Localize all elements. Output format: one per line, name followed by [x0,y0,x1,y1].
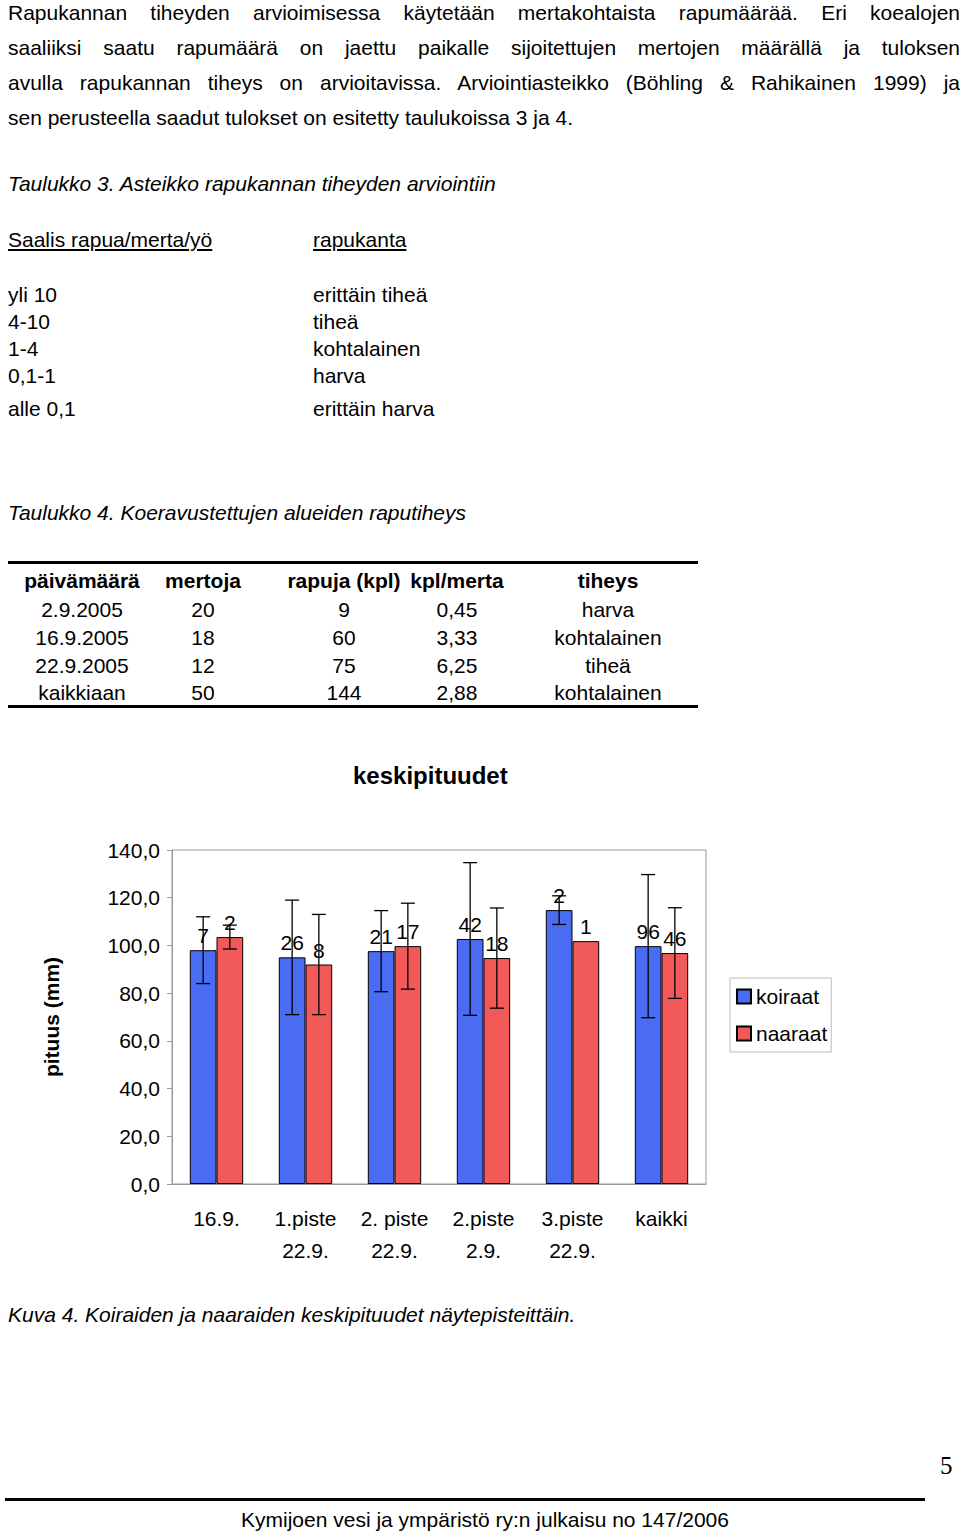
html-text:päivämäärä: päivämäärä [24,569,140,592]
svg-text:26: 26 [280,931,304,955]
svg-text:22.9.: 22.9. [282,1239,329,1262]
html-text:50: 50 [191,681,215,704]
svg-text:0,0: 0,0 [131,1173,160,1196]
svg-text:96: 96 [636,920,660,944]
html-text:2.9.2005: 2.9.2005 [41,598,123,621]
html-text:9: 9 [338,598,350,621]
svg-text:100,0: 100,0 [107,934,160,957]
html-text:16.9.2005: 16.9.2005 [35,626,129,649]
svg-text:2: 2 [224,911,236,935]
html-text:Kuva 4. Koiraiden ja naaraiden: Kuva 4. Koiraiden ja naaraiden keskipitu… [8,1303,576,1326]
html-text:saaliiksi saatu rapumäärä on j: saaliiksi saatu rapumäärä on jaettu paik… [8,36,960,59]
svg-text:60,0: 60,0 [119,1029,160,1052]
html-text:144: 144 [326,681,362,704]
html-text:kohtalainen: kohtalainen [554,681,662,704]
html-text:Taulukko 3. Asteikko rapukanna: Taulukko 3. Asteikko rapukannan tiheyden… [8,172,496,195]
svg-text:naaraat: naaraat [756,1022,827,1045]
svg-text:120,0: 120,0 [107,886,160,909]
html-text:3,33: 3,33 [436,626,478,649]
html-text:5: 5 [940,1452,953,1479]
svg-text:koiraat: koiraat [756,985,819,1008]
html-text:yli 10: yli 10 [8,283,57,306]
svg-text:pituus (mm): pituus (mm) [40,957,63,1077]
html-text:erittäin tiheä: erittäin tiheä [313,283,428,306]
html-text:sen perusteella saadut tulokse: sen perusteella saadut tulokset on esite… [8,106,573,129]
svg-text:140,0: 140,0 [107,839,160,862]
svg-text:1: 1 [580,915,592,938]
html-text:6,25: 6,25 [436,654,478,677]
svg-text:46: 46 [663,927,687,951]
svg-text:2.9.: 2.9. [466,1239,501,1262]
html-text:20: 20 [191,598,215,621]
html-text:75: 75 [332,654,356,677]
html-text:Rapukannan tiheyden arvioimise: Rapukannan tiheyden arvioimisessa käytet… [8,1,960,24]
html-text:12: 12 [191,654,215,677]
svg-text:16.9.: 16.9. [193,1207,240,1230]
svg-text:21: 21 [369,925,393,949]
html-text:harva: harva [581,598,635,621]
svg-text:42: 42 [458,913,482,936]
svg-text:80,0: 80,0 [119,982,160,1005]
html-text:4-10: 4-10 [8,310,50,333]
svg-text:7: 7 [197,924,209,948]
html-text:kaikkiaan: kaikkiaan [38,681,126,704]
html-text:tiheys: tiheys [577,569,639,592]
svg-text:20,0: 20,0 [119,1125,160,1148]
html-text:harva: harva [313,364,366,387]
svg-text:2.piste: 2.piste [453,1207,515,1230]
html-text:kohtalainen: kohtalainen [313,337,421,360]
html-text:Kymijoen vesi ja ympäristö ry:: Kymijoen vesi ja ympäristö ry:n julkaisu… [241,1508,729,1531]
svg-text:17: 17 [396,920,420,944]
html-text:rapukanta: rapukanta [313,228,407,251]
html-text:alle 0,1: alle 0,1 [8,397,76,420]
html-text:0,1-1: 0,1-1 [8,364,56,387]
html-text:kohtalainen: kohtalainen [554,626,662,649]
svg-text:keskipituudet: keskipituudet [353,762,508,789]
svg-text:kaikki: kaikki [635,1207,688,1230]
html-text:erittäin harva: erittäin harva [313,397,435,420]
html-text:kpl/merta: kpl/merta [410,569,504,592]
html-text:60: 60 [332,626,356,649]
svg-text:2. piste: 2. piste [361,1207,429,1230]
html-text:avulla rapukannan tiheys on ar: avulla rapukannan tiheys on arvioitaviss… [8,71,960,94]
svg-text:40,0: 40,0 [119,1077,160,1100]
svg-text:22.9.: 22.9. [371,1239,418,1262]
html-text:rapuja (kpl): rapuja (kpl) [287,569,401,592]
html-text:mertoja: mertoja [165,569,241,592]
svg-text:3.piste: 3.piste [542,1207,604,1230]
svg-text:18: 18 [485,932,509,956]
html-text:2,88: 2,88 [436,681,478,704]
svg-text:8: 8 [313,938,325,962]
html-text:Saalis rapua/merta/yö: Saalis rapua/merta/yö [8,228,213,251]
svg-text:22.9.: 22.9. [549,1239,596,1262]
html-text:tiheä: tiheä [585,654,631,677]
html-text:Taulukko 4. Koeravustettujen a: Taulukko 4. Koeravustettujen alueiden ra… [8,501,466,524]
html-text:1-4: 1-4 [8,337,39,360]
svg-text:1.piste: 1.piste [275,1207,337,1230]
html-text:22.9.2005: 22.9.2005 [35,654,129,677]
html-text:18: 18 [191,626,215,649]
html-text:0,45: 0,45 [436,598,478,621]
html-text:tiheä: tiheä [313,310,359,333]
